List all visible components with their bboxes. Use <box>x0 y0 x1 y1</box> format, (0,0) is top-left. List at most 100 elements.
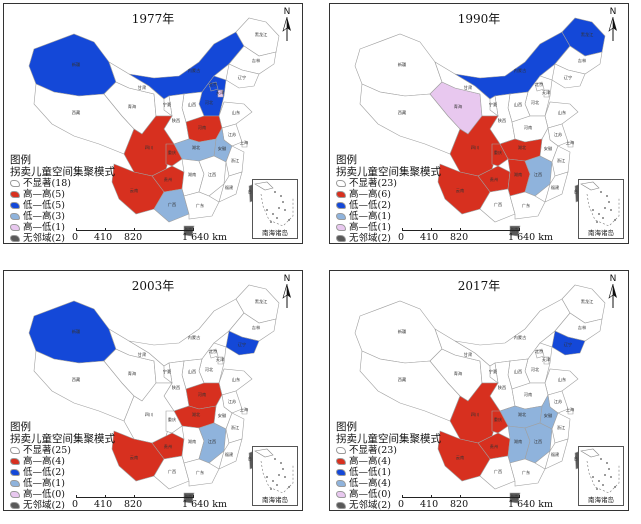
province-北京 <box>534 348 545 359</box>
province-label: 湖北 <box>192 411 201 418</box>
province-label: 浙江 <box>231 157 239 164</box>
inset-label: 南海诸岛 <box>588 496 614 504</box>
province-label: 新疆 <box>72 61 80 68</box>
inset-label: 南海诸岛 <box>588 229 614 237</box>
province-浙江 <box>551 145 571 177</box>
legend-title: 图例 <box>10 154 31 166</box>
province-label: 黑龙江 <box>581 31 594 38</box>
province-江西 <box>524 155 553 197</box>
legend-label: 低—低(2) <box>23 467 65 478</box>
map-legend: 图例 拐卖儿童空间集聚模式 不显著(25) 高—高(4) 低—低(2) 低—高(1) 高—低… <box>10 421 115 511</box>
province-label: 内蒙古 <box>188 334 201 341</box>
province-label: 山东 <box>232 376 240 383</box>
province-label: 广东 <box>196 469 204 476</box>
province-label: 山西 <box>514 101 522 108</box>
province-label: 浙江 <box>557 424 565 431</box>
province-label: 天津 <box>542 89 550 96</box>
legend-label: 低—低(1) <box>349 467 391 478</box>
map-title: 1977年 <box>131 12 175 26</box>
legend-item: 高—高(4) <box>10 456 115 467</box>
province-label: 云南 <box>456 187 464 194</box>
legend-swatch <box>336 191 346 198</box>
scale-tick <box>460 495 461 498</box>
scale-tick <box>134 495 135 498</box>
province-label: 辽宁 <box>238 74 246 81</box>
legend-item: 高—低(0) <box>10 489 115 500</box>
scale-label: 820 <box>450 499 469 510</box>
province-label: 吉林 <box>578 324 587 331</box>
province-label: 青海 <box>128 370 137 377</box>
legend-swatch <box>10 469 20 476</box>
province-label: 河南 <box>198 391 206 397</box>
north-arrow-icon: N <box>606 275 620 309</box>
province-label: 上海 <box>566 406 575 413</box>
legend-title: 图例 <box>336 154 357 166</box>
legend-subtitle: 拐卖儿童空间集聚模式 <box>10 433 115 445</box>
south-china-sea-inset: 南海诸岛 <box>578 446 624 506</box>
province-label: 山西 <box>188 368 196 375</box>
province-label: 广西 <box>168 468 176 475</box>
province-天津 <box>217 89 224 98</box>
legend-label: 低—低(2) <box>349 200 391 211</box>
province-label: 新疆 <box>398 328 406 335</box>
province-福建 <box>544 438 569 470</box>
legend-swatch <box>10 213 20 220</box>
province-label: 西藏 <box>72 109 81 116</box>
province-label: 山西 <box>514 368 522 375</box>
legend-label: 不显著(23) <box>349 178 398 189</box>
scale-label: 820 <box>450 232 469 243</box>
scale-label: 410 <box>94 232 113 243</box>
province-重庆 <box>165 410 183 434</box>
province-label: 江苏 <box>228 131 236 138</box>
inset-islands-icon <box>254 181 294 227</box>
province-label: 海南 <box>184 226 192 233</box>
legend-item: 高—低(0) <box>336 489 441 500</box>
province-广东 <box>183 458 220 487</box>
legend-item: 高—高(4) <box>336 456 441 467</box>
province-label: 吉林 <box>578 57 587 64</box>
inset-label: 南海诸岛 <box>262 496 288 504</box>
province-label: 北京 <box>535 81 543 88</box>
province-label: 吉林 <box>252 324 261 331</box>
legend-label: 不显著(23) <box>349 445 398 456</box>
province-label: 四川 <box>145 412 153 417</box>
province-label: 湖南 <box>188 438 196 445</box>
legend-item: 低—低(2) <box>336 200 441 211</box>
legend-swatch <box>10 191 20 198</box>
legend-subtitle: 拐卖儿童空间集聚模式 <box>336 166 441 178</box>
province-label: 浙江 <box>231 424 239 431</box>
scale-tick <box>460 228 461 231</box>
province-label: 山东 <box>558 109 566 116</box>
province-浙江 <box>225 412 245 444</box>
province-江西 <box>198 155 227 197</box>
province-label: 辽宁 <box>564 74 572 81</box>
scale-line <box>76 228 194 231</box>
province-浙江 <box>225 145 245 177</box>
province-label: 河北 <box>531 99 540 106</box>
province-label: 西藏 <box>72 376 81 383</box>
province-label: 甘肃 <box>138 351 146 358</box>
north-arrow-icon: N <box>606 8 620 42</box>
legend-item: 不显著(25) <box>10 445 115 456</box>
scale-line <box>76 495 194 498</box>
province-label: 江西 <box>534 438 542 445</box>
legend-label: 无邻域(2) <box>23 500 65 511</box>
legend-swatch <box>10 502 20 509</box>
legend-swatch <box>10 180 20 187</box>
province-label: 河北 <box>531 366 540 373</box>
legend-swatch <box>336 235 346 242</box>
scale-label: 0 <box>398 232 405 243</box>
legend-swatch <box>336 458 346 465</box>
province-label: 河北 <box>205 366 214 373</box>
province-广东 <box>509 458 546 487</box>
scale-label: 820 <box>124 499 143 510</box>
legend-label: 低—高(4) <box>349 478 391 489</box>
province-label: 云南 <box>130 187 138 194</box>
province-label: 云南 <box>456 454 464 461</box>
map-legend: 图例 拐卖儿童空间集聚模式 不显著(18) 高—高(5) 低—低(5) 低—高(3) 高—低… <box>10 154 115 243</box>
province-上海 <box>567 141 574 148</box>
scale-bar: 0 410 820 1 640 km <box>72 226 227 243</box>
province-label: 广西 <box>494 201 502 208</box>
province-天津 <box>543 356 550 365</box>
